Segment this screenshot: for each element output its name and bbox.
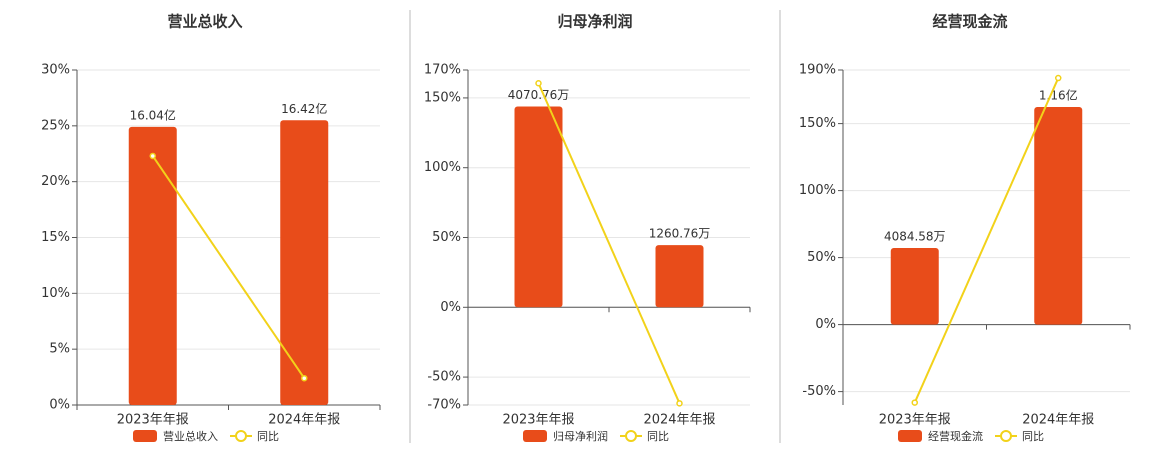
y-tick-label: 150% <box>424 90 461 105</box>
y-tick-label: 170% <box>424 63 461 78</box>
x-tick-label: 2024年年报 <box>643 413 715 428</box>
value-label: 4070.76万 <box>508 88 570 102</box>
y-tick-label: 100% <box>424 160 461 175</box>
y-tick-label: 0% <box>49 398 70 413</box>
legend-swatch <box>133 430 157 442</box>
bar <box>128 126 177 405</box>
line-point <box>911 399 918 406</box>
x-tick-label: 2023年年报 <box>117 413 189 428</box>
y-tick-label: -50% <box>427 370 461 385</box>
y-tick-label: 50% <box>432 230 461 245</box>
y-tick-label: 5% <box>49 342 70 357</box>
line <box>913 77 1060 403</box>
y-tick-label: 30% <box>41 63 70 78</box>
line-point <box>1055 74 1062 82</box>
y-tick-label: 20% <box>41 174 70 189</box>
legend-label: 同比 <box>257 430 279 443</box>
y-tick-label: 10% <box>41 286 70 301</box>
legend-label: 归母净利润 <box>553 429 608 443</box>
legend-swatch <box>898 430 922 442</box>
y-tick-label: 0% <box>815 317 836 332</box>
line <box>537 82 681 404</box>
legend-label: 营业总收入 <box>163 429 218 443</box>
line-point <box>301 374 308 382</box>
line-point <box>535 80 542 87</box>
legend-label: 同比 <box>647 430 669 443</box>
legend-swatch <box>625 430 637 442</box>
y-tick-label: 0% <box>440 300 461 315</box>
bar <box>514 106 563 308</box>
value-label: 16.42亿 <box>281 101 327 116</box>
y-tick-label: 25% <box>41 118 70 133</box>
y-tick-label: 190% <box>799 63 836 78</box>
value-label: 4084.58万 <box>884 230 946 244</box>
x-tick-label: 2024年年报 <box>1022 413 1094 428</box>
x-tick-label: 2023年年报 <box>502 413 574 428</box>
y-tick-label: 50% <box>807 250 836 265</box>
chart-title: 经营现金流 <box>932 13 1007 31</box>
chart-title: 归母净利润 <box>557 13 632 31</box>
legend-swatch <box>1000 430 1012 442</box>
legend-label: 经营现金流 <box>928 429 983 443</box>
x-tick-label: 2024年年报 <box>268 413 340 428</box>
line <box>151 155 306 379</box>
value-label: 1260.76万 <box>649 227 711 241</box>
x-tick-label: 2023年年报 <box>879 413 951 428</box>
y-tick-label: 100% <box>799 183 836 198</box>
chart-title: 营业总收入 <box>167 13 242 31</box>
y-tick-label: -50% <box>802 384 836 399</box>
bar <box>655 245 704 308</box>
line-point <box>676 400 683 407</box>
y-tick-label: -70% <box>427 398 461 413</box>
y-tick-label: 15% <box>41 230 70 245</box>
bar <box>890 248 939 325</box>
line-point <box>149 152 156 160</box>
bar <box>280 120 329 406</box>
legend-swatch <box>523 430 547 442</box>
legend-swatch <box>235 430 247 442</box>
legend-label: 同比 <box>1022 430 1044 443</box>
value-label: 1.16亿 <box>1039 87 1078 102</box>
value-label: 16.04亿 <box>130 107 176 122</box>
y-tick-label: 150% <box>799 116 836 131</box>
bar <box>1034 106 1083 325</box>
